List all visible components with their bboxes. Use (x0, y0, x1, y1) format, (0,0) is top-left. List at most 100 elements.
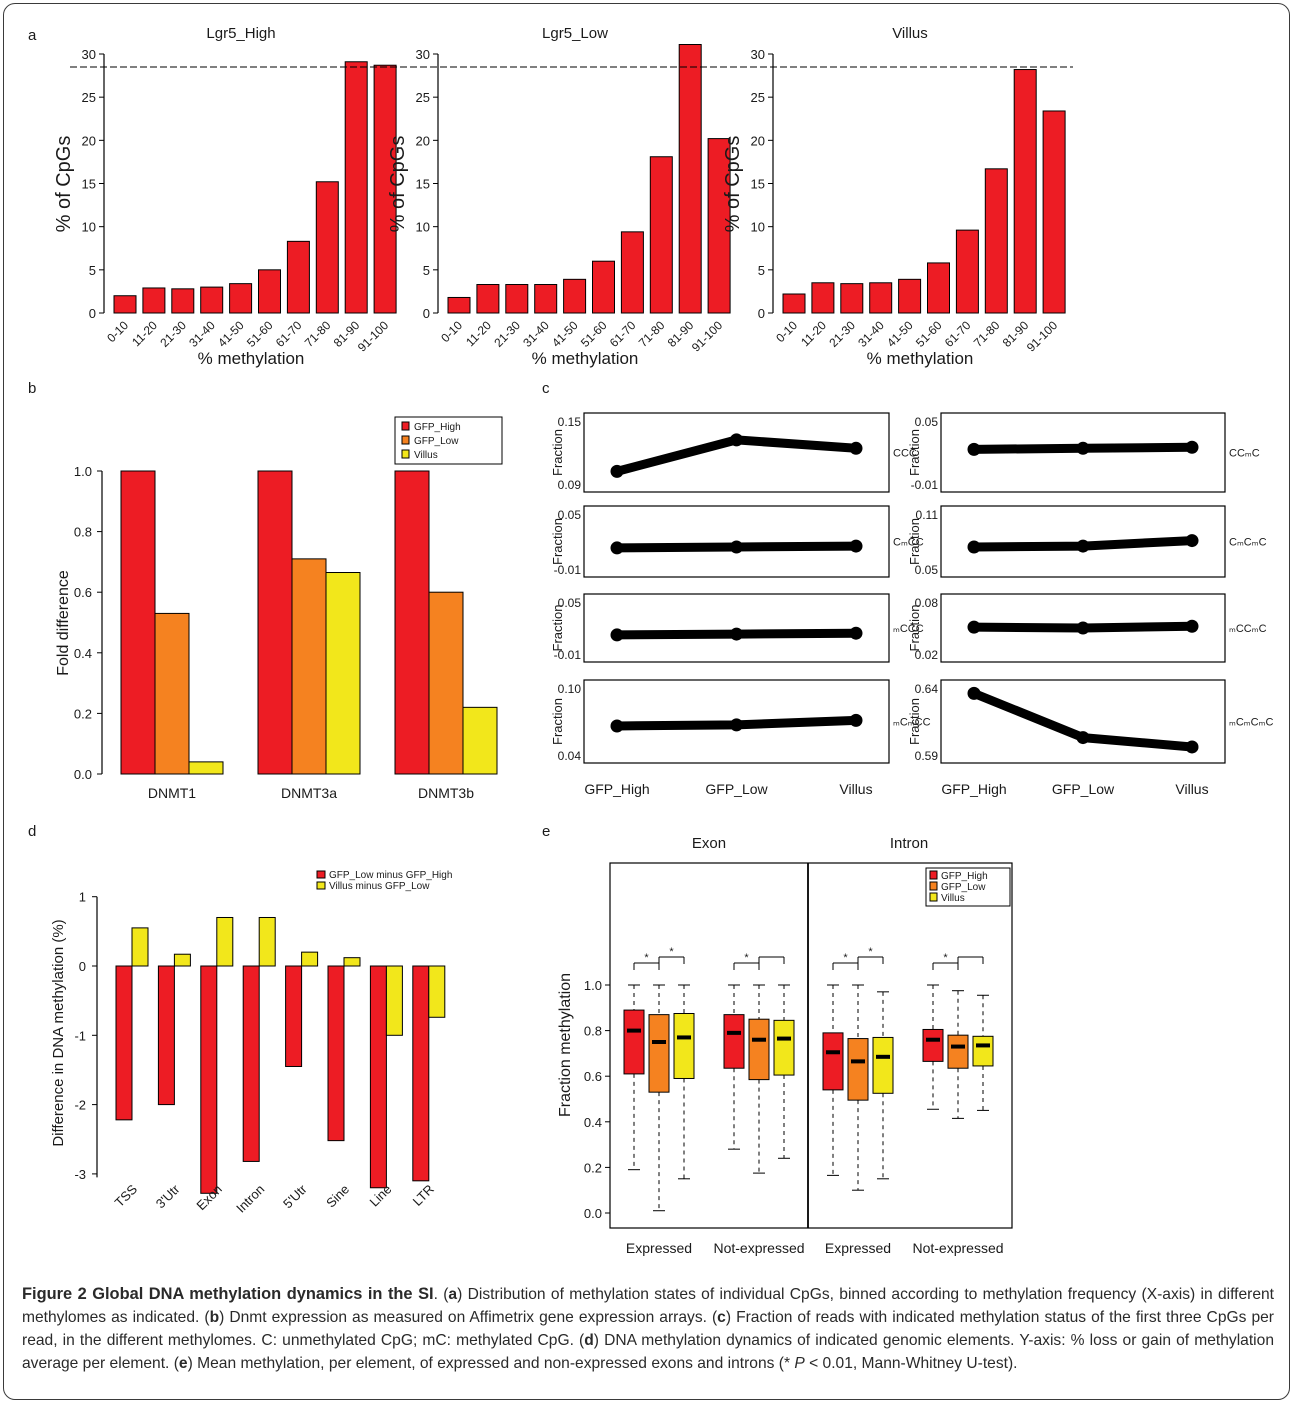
subplot-label: ₘCCC (893, 623, 924, 635)
subplot-label: CₘCC (893, 537, 924, 549)
y-tick-label: 0.64 (915, 682, 939, 696)
bar (898, 278, 922, 314)
box (847, 1038, 869, 1101)
bar (301, 951, 319, 967)
y-axis-label: % of CpGs (722, 136, 744, 233)
box (673, 1013, 695, 1079)
bar (257, 470, 293, 775)
data-point (730, 540, 743, 554)
x-tick-label: 21-30 (826, 318, 858, 350)
x-tick-label: 21-30 (157, 318, 189, 350)
x-tick-label: GFP_Low (1052, 781, 1115, 797)
x-tick-label: 71-80 (971, 318, 1003, 350)
bar (1042, 110, 1066, 314)
x-tick-label: GFP_Low (705, 781, 768, 797)
caption-p-symbol: P (794, 1355, 805, 1372)
data-point (730, 627, 743, 641)
bar (200, 286, 224, 314)
y-tick-label: 5 (89, 263, 96, 278)
subplot-frame (940, 679, 1226, 764)
y-axis-label: Fraction (907, 429, 922, 476)
bar (476, 284, 500, 314)
caption-text: ) Dnmt expression as measured on Affimet… (219, 1309, 718, 1326)
legend-swatch (401, 449, 410, 459)
data-point (610, 628, 624, 642)
bar (113, 295, 137, 314)
y-tick-label: 20 (751, 133, 765, 148)
y-tick-label: 0.04 (558, 749, 582, 763)
subplot-frame (940, 505, 1226, 578)
y-tick-label: 0.0 (584, 1206, 602, 1221)
box (648, 1014, 670, 1093)
caption-text: < 0.01, Mann-Whitney U-test). (804, 1355, 1018, 1372)
caption-text: ) Fraction of reads with indicated methy… (22, 1309, 1274, 1349)
figure-frame (3, 3, 1290, 1400)
x-tick-label: 31-40 (186, 318, 218, 350)
y-axis-label: Fraction methylation (557, 973, 574, 1117)
y-tick-label: 25 (82, 90, 96, 105)
x-tick-label: 11-20 (463, 318, 494, 349)
caption-text: ) Distribution of methylation states of … (22, 1286, 1275, 1326)
x-tick-label: GFP_High (584, 781, 649, 797)
x-tick-label: 51-60 (913, 318, 945, 350)
x-tick-label: 0-10 (438, 318, 465, 345)
y-tick-label: 0.02 (915, 648, 939, 662)
bar (171, 288, 195, 314)
box (947, 1034, 969, 1069)
bar (258, 916, 276, 967)
y-tick-label: 0.05 (915, 563, 939, 577)
legend-swatch (929, 892, 938, 902)
bar (188, 761, 224, 775)
bar (216, 916, 234, 967)
box (822, 1032, 844, 1091)
y-tick-label: 20 (82, 133, 96, 148)
y-axis-label: Fraction (550, 605, 565, 652)
x-tick-label: 31-40 (520, 318, 552, 350)
subplot-label: CCₘC (1229, 448, 1260, 460)
y-tick-label: -0.01 (911, 478, 939, 492)
data-point (967, 620, 981, 634)
y-tick-label: 1.0 (584, 978, 602, 993)
x-tick-label: 31-40 (855, 318, 887, 350)
bar (428, 965, 446, 1018)
bar (154, 612, 190, 775)
sig-star: * (644, 952, 649, 964)
y-tick-label: 25 (416, 90, 430, 105)
bar (157, 965, 175, 1106)
y-tick-label: 0.11 (916, 508, 939, 522)
y-tick-label: 0 (79, 959, 86, 974)
facet-label: Intron (890, 835, 928, 852)
x-tick-label: 11-20 (129, 318, 160, 349)
subplot-title: Villus (892, 25, 928, 42)
bar (291, 558, 327, 775)
data-point (849, 626, 863, 640)
data-point (1185, 619, 1199, 633)
legend-label: GFP_Low (941, 882, 986, 893)
data-point (1076, 731, 1090, 745)
x-tick-label: Sine (323, 1182, 352, 1211)
legend-swatch (929, 870, 938, 880)
y-tick-label: 0 (89, 306, 96, 321)
data-point (610, 541, 624, 555)
data-point (730, 433, 743, 447)
bar (505, 284, 529, 314)
x-tick-label: Expressed (825, 1240, 891, 1256)
x-tick-label: Not-expressed (912, 1240, 1003, 1256)
bar (394, 470, 430, 775)
x-tick-label: Villus (839, 781, 872, 797)
legend-label: GFP_Low (414, 436, 459, 447)
bar (563, 278, 587, 314)
y-tick-label: 5 (423, 263, 430, 278)
box (922, 1028, 944, 1062)
box (623, 1009, 645, 1075)
bar (782, 293, 806, 314)
bar (369, 965, 387, 1189)
bar (462, 706, 498, 775)
subplot-frame (583, 679, 890, 764)
bar (325, 572, 361, 775)
bar (984, 168, 1008, 314)
caption-text: . ( (433, 1286, 449, 1303)
sig-star: * (868, 946, 873, 958)
caption-text: ) Mean methylation, per element, of expr… (187, 1355, 795, 1372)
x-tick-label: Not-expressed (713, 1240, 804, 1256)
